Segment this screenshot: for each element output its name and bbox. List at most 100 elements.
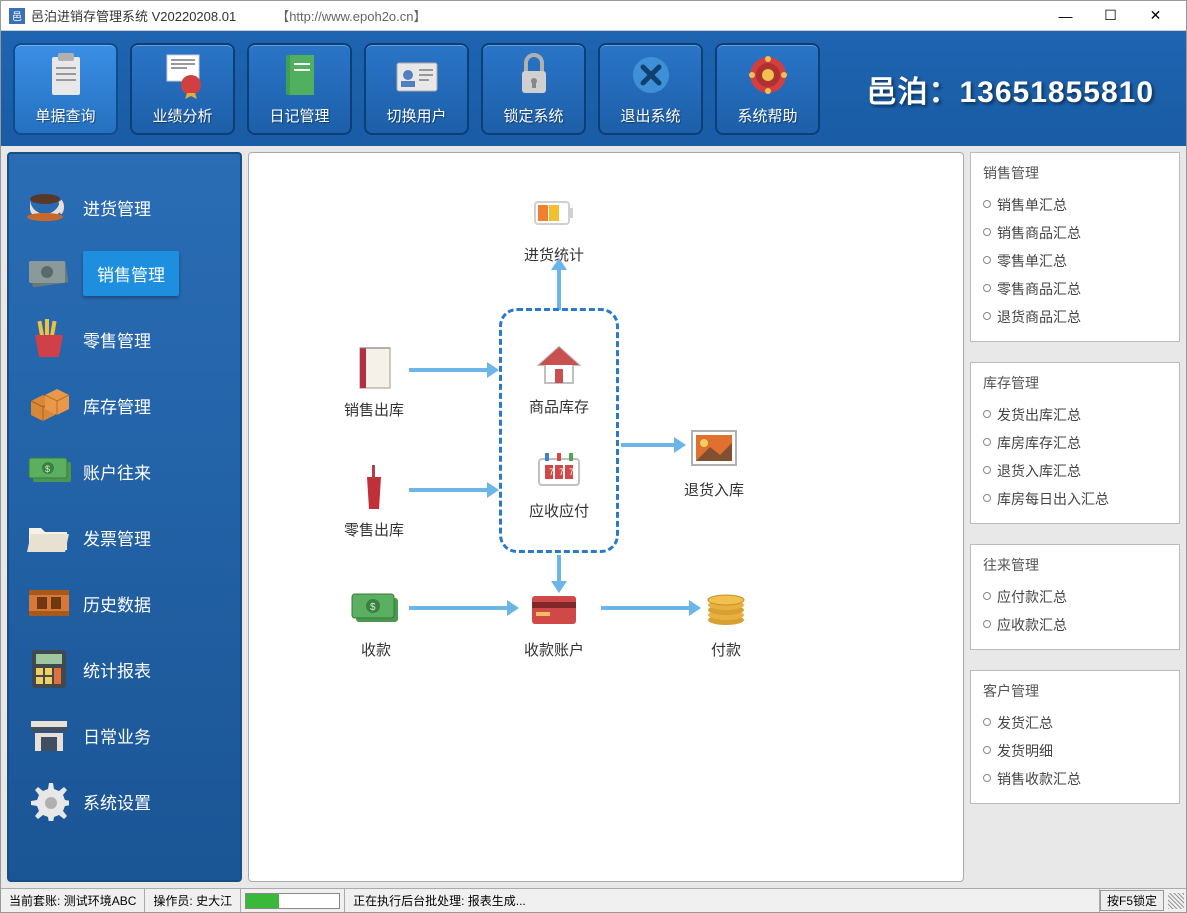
sidebar-label: 账户往来 xyxy=(83,459,151,484)
diary-button[interactable]: 日记管理 xyxy=(247,43,352,135)
status-operator: 操作员: 史大江 xyxy=(145,889,241,912)
help-button[interactable]: 系统帮助 xyxy=(715,43,820,135)
flow-node-purchase-stat[interactable]: 进货统计 xyxy=(524,188,584,265)
main-canvas: 进货统计 销售出库 零售出库 商品库存 xyxy=(248,152,964,882)
boxes-icon xyxy=(27,383,71,427)
flow-center-group: 商品库存 777 应收应付 xyxy=(499,308,619,553)
panel-section: 客户管理发货汇总发货明细销售收款汇总 xyxy=(970,670,1180,804)
panel-title: 客户管理 xyxy=(983,681,1167,701)
panel-link[interactable]: 零售商品汇总 xyxy=(983,275,1167,303)
svg-text:7: 7 xyxy=(569,467,574,477)
sidebar-label: 统计报表 xyxy=(83,657,151,682)
flow-node-receipt[interactable]: $ 收款 xyxy=(349,583,403,660)
shop-icon xyxy=(27,713,71,757)
sidebar-label: 零售管理 xyxy=(83,327,151,352)
panel-title: 库存管理 xyxy=(983,373,1167,393)
cash-icon: $ xyxy=(349,583,403,633)
flow-node-payment[interactable]: 付款 xyxy=(699,583,753,660)
coins-icon xyxy=(699,583,753,633)
panel-link[interactable]: 应收款汇总 xyxy=(983,611,1167,639)
card-icon xyxy=(527,583,581,633)
flow-node-receipt-account[interactable]: 收款账户 xyxy=(524,583,584,660)
slot-icon: 777 xyxy=(532,444,586,494)
sidebar-label: 发票管理 xyxy=(83,525,151,550)
sidebar-label: 进货管理 xyxy=(83,195,151,220)
gear-icon xyxy=(27,779,71,823)
calc-icon xyxy=(27,647,71,691)
panel-link[interactable]: 应付款汇总 xyxy=(983,583,1167,611)
fries-icon xyxy=(27,317,71,361)
badge-icon xyxy=(159,51,207,99)
perf-button[interactable]: 业绩分析 xyxy=(130,43,235,135)
flow-arrow xyxy=(621,443,676,447)
flow-node-inventory[interactable]: 商品库存 xyxy=(529,340,589,417)
folder-icon xyxy=(27,515,71,559)
panel-link[interactable]: 销售单汇总 xyxy=(983,191,1167,219)
exit-button[interactable]: 退出系统 xyxy=(598,43,703,135)
window-url: 【http://www.epoh2o.cn】 xyxy=(276,6,426,25)
panel-link[interactable]: 退货商品汇总 xyxy=(983,303,1167,331)
main-toolbar: 单据查询业绩分析日记管理切换用户锁定系统退出系统系统帮助 邑泊：13651855… xyxy=(1,31,1186,146)
panel-link[interactable]: 发货出库汇总 xyxy=(983,401,1167,429)
panel-link[interactable]: 发货汇总 xyxy=(983,709,1167,737)
sidebar-item-settings[interactable]: 系统设置 xyxy=(9,768,240,834)
minimize-button[interactable]: — xyxy=(1043,2,1088,30)
id-card-icon xyxy=(393,51,441,99)
resize-grip[interactable] xyxy=(1168,893,1184,909)
drink-icon xyxy=(347,463,401,513)
sidebar-item-retail[interactable]: 零售管理 xyxy=(9,306,240,372)
flow-node-sales-out[interactable]: 销售出库 xyxy=(344,343,404,420)
money-icon: $ xyxy=(27,449,71,493)
panel-link[interactable]: 零售单汇总 xyxy=(983,247,1167,275)
flow-arrow xyxy=(409,606,509,610)
sidebar-item-sales[interactable]: 销售管理 xyxy=(9,240,240,306)
panel-title: 销售管理 xyxy=(983,163,1167,183)
panel-link[interactable]: 发货明细 xyxy=(983,737,1167,765)
panel-link[interactable]: 销售商品汇总 xyxy=(983,219,1167,247)
svg-text:$: $ xyxy=(45,464,50,474)
right-panel: 销售管理销售单汇总销售商品汇总零售单汇总零售商品汇总退货商品汇总库存管理发货出库… xyxy=(970,152,1180,882)
flow-node-return-in[interactable]: 退货入库 xyxy=(684,423,744,500)
close-circle-icon xyxy=(627,51,675,99)
brand-text: 邑泊：13651855810 xyxy=(866,67,1154,111)
chip-icon xyxy=(744,51,792,99)
sidebar-item-daily[interactable]: 日常业务 xyxy=(9,702,240,768)
sidebar-item-invoice[interactable]: 发票管理 xyxy=(9,504,240,570)
status-bar: 当前套账: 测试环境ABC 操作员: 史大江 正在执行后台批处理: 报表生成..… xyxy=(1,888,1186,912)
flow-node-retail-out[interactable]: 零售出库 xyxy=(344,463,404,540)
flow-node-receivable[interactable]: 777 应收应付 xyxy=(529,444,589,521)
sidebar-label: 销售管理 xyxy=(83,251,179,296)
lock-hint-button[interactable]: 按F5锁定 xyxy=(1100,890,1164,911)
panel-link[interactable]: 库房每日出入汇总 xyxy=(983,485,1167,513)
status-progress xyxy=(241,889,345,912)
sidebar-item-stats[interactable]: 统计报表 xyxy=(9,636,240,702)
clipboard-icon xyxy=(42,51,90,99)
svg-text:7: 7 xyxy=(559,467,564,477)
cup-icon xyxy=(27,185,71,229)
sidebar-item-purchase[interactable]: 进货管理 xyxy=(9,174,240,240)
flow-arrow xyxy=(601,606,691,610)
house-icon xyxy=(532,340,586,390)
panel-section: 库存管理发货出库汇总库房库存汇总退货入库汇总库房每日出入汇总 xyxy=(970,362,1180,524)
doc-query-button[interactable]: 单据查询 xyxy=(13,43,118,135)
notebook-icon xyxy=(347,343,401,393)
panel-link[interactable]: 退货入库汇总 xyxy=(983,457,1167,485)
sidebar-item-history[interactable]: 历史数据 xyxy=(9,570,240,636)
sidebar-item-account[interactable]: $ 账户往来 xyxy=(9,438,240,504)
film-icon xyxy=(27,581,71,625)
book-icon xyxy=(276,51,324,99)
close-button[interactable]: ✕ xyxy=(1133,2,1178,30)
panel-link[interactable]: 库房库存汇总 xyxy=(983,429,1167,457)
flow-arrow xyxy=(557,555,561,583)
flow-arrow xyxy=(409,368,489,372)
sidebar-item-inventory[interactable]: 库存管理 xyxy=(9,372,240,438)
sidebar-label: 库存管理 xyxy=(83,393,151,418)
lock-button[interactable]: 锁定系统 xyxy=(481,43,586,135)
panel-link[interactable]: 销售收款汇总 xyxy=(983,765,1167,793)
cash-grey-icon xyxy=(27,251,71,295)
maximize-button[interactable]: ☐ xyxy=(1088,2,1133,30)
sidebar-nav: 进货管理销售管理零售管理库存管理 $ 账户往来发票管理历史数据统计报表日常业务系统设… xyxy=(7,152,242,882)
lock-icon xyxy=(510,51,558,99)
flow-arrow xyxy=(409,488,489,492)
switch-user-button[interactable]: 切换用户 xyxy=(364,43,469,135)
